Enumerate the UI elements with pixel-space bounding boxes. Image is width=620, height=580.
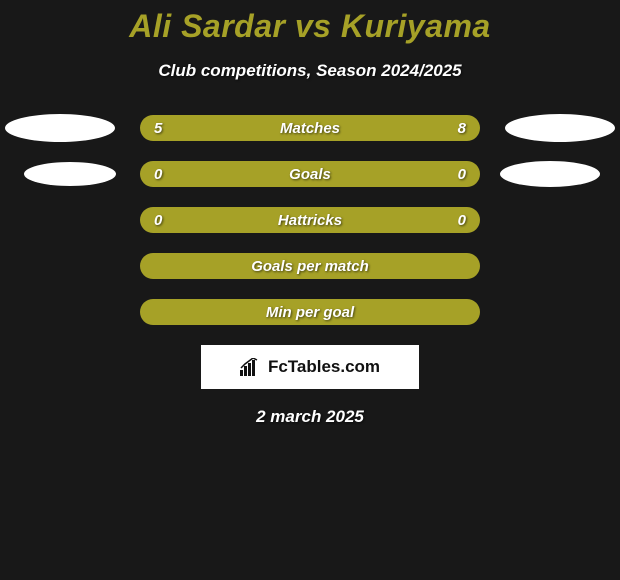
right-ellipse bbox=[505, 114, 615, 142]
stat-right-value: 8 bbox=[458, 120, 466, 137]
stat-rows: 5 Matches 8 0 Goals 0 0 Hattricks 0 Goals per mat… bbox=[0, 115, 620, 325]
stat-row: Min per goal bbox=[0, 299, 620, 325]
stat-bar: 0 Goals 0 bbox=[140, 161, 480, 187]
stat-right-value: 0 bbox=[458, 166, 466, 183]
stat-left-value: 0 bbox=[154, 166, 162, 183]
stat-label: Hattricks bbox=[278, 212, 342, 229]
stat-row: 5 Matches 8 bbox=[0, 115, 620, 141]
page-title: Ali Sardar vs Kuriyama bbox=[0, 8, 620, 45]
stat-bar: 0 Hattricks 0 bbox=[140, 207, 480, 233]
brand-text: FcTables.com bbox=[268, 357, 380, 377]
title-player-right: Kuriyama bbox=[341, 8, 491, 44]
stat-bar: 5 Matches 8 bbox=[140, 115, 480, 141]
stat-label: Min per goal bbox=[266, 304, 354, 321]
stat-left-value: 5 bbox=[154, 120, 162, 137]
right-ellipse bbox=[500, 161, 600, 187]
stat-left-value: 0 bbox=[154, 212, 162, 229]
stat-label: Matches bbox=[280, 120, 340, 137]
chart-bars-icon bbox=[240, 358, 262, 376]
title-vs: vs bbox=[285, 8, 340, 44]
brand-logo: FcTables.com bbox=[201, 345, 419, 389]
stat-row: Goals per match bbox=[0, 253, 620, 279]
title-player-left: Ali Sardar bbox=[129, 8, 285, 44]
stat-row: 0 Hattricks 0 bbox=[0, 207, 620, 233]
stat-label: Goals per match bbox=[251, 258, 369, 275]
stat-bar: Goals per match bbox=[140, 253, 480, 279]
stat-bar: Min per goal bbox=[140, 299, 480, 325]
stat-right-value: 0 bbox=[458, 212, 466, 229]
comparison-card: Ali Sardar vs Kuriyama Club competitions… bbox=[0, 0, 620, 427]
stat-label: Goals bbox=[289, 166, 331, 183]
stat-row: 0 Goals 0 bbox=[0, 161, 620, 187]
left-ellipse bbox=[24, 162, 116, 186]
left-ellipse bbox=[5, 114, 115, 142]
page-subtitle: Club competitions, Season 2024/2025 bbox=[0, 61, 620, 81]
date-label: 2 march 2025 bbox=[0, 407, 620, 427]
